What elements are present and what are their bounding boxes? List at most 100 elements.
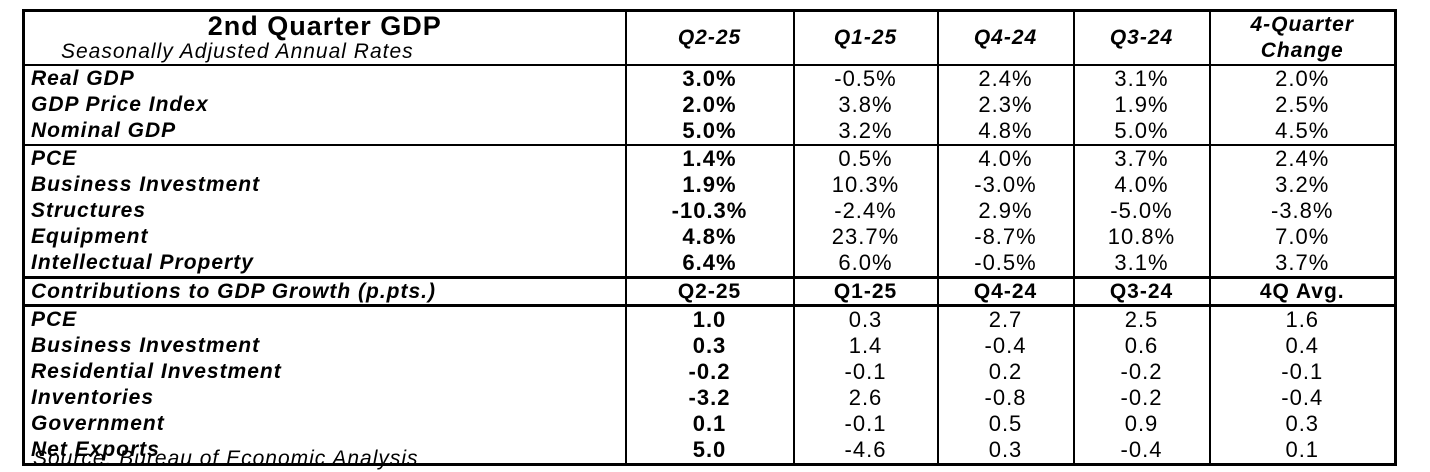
- table-header-row: 2nd Quarter GDP Seasonally Adjusted Annu…: [24, 10, 1396, 65]
- cell-value: -3.0%: [936, 172, 1074, 198]
- cell-value: 3.8%: [792, 92, 938, 118]
- cell-value: 0.4: [1208, 333, 1396, 359]
- table-row: PCE 1.0 0.3 2.7 2.5 1.6: [24, 305, 1396, 333]
- row-label: Intellectual Property: [31, 251, 254, 274]
- cell-value: 0.5: [936, 411, 1074, 437]
- table-row: Real GDP 3.0% -0.5% 2.4% 3.1% 2.0%: [23, 64, 1396, 92]
- table-row: GDP Price Index 2.0% 3.8% 2.3% 1.9% 2.5%: [24, 92, 1396, 118]
- table-row: PCE 1.4% 0.5% 4.0% 3.7% 2.4%: [23, 144, 1396, 172]
- cell-value: 0.3: [936, 437, 1074, 465]
- row-label: Nominal GDP: [31, 119, 177, 142]
- table-title: 2nd Quarter GDP: [207, 10, 442, 41]
- cell-value: 3.7%: [1072, 144, 1210, 172]
- table-subtitle: Seasonally Adjusted Annual Rates: [61, 39, 414, 63]
- column-header-q3-24: Q3-24: [1072, 10, 1210, 65]
- cell-value: 0.3: [1208, 411, 1396, 437]
- row-label: Government: [31, 412, 165, 435]
- cell-value: -0.5%: [792, 64, 938, 92]
- cell-value: -2.4%: [792, 198, 938, 224]
- contributions-header-label: Contributions to GDP Growth (p.pts.): [23, 276, 626, 307]
- cell-value: 1.9%: [624, 172, 794, 198]
- cell-value: 10.3%: [792, 172, 938, 198]
- cell-value: -3.2: [624, 385, 794, 411]
- cell-value: 3.1%: [1072, 64, 1210, 92]
- change-header-line1: 4-Quarter: [1250, 13, 1355, 36]
- column-header-4q-change: 4-Quarter Change: [1208, 10, 1396, 65]
- cell-value: 4.0%: [1072, 172, 1210, 198]
- source-note: Source: Bureau of Economic Analysis: [33, 447, 419, 470]
- cell-value: 6.0%: [792, 250, 938, 278]
- row-label: Inventories: [31, 386, 155, 409]
- column-header-q2-25: Q2-25: [624, 10, 794, 65]
- row-label: Equipment: [31, 225, 149, 248]
- row-label: PCE: [23, 144, 626, 172]
- cell-value: 3.0%: [624, 64, 794, 92]
- row-label: Residential Investment: [31, 360, 282, 383]
- cell-value: -0.4: [1208, 385, 1396, 411]
- cell-value: 3.2%: [1208, 172, 1396, 198]
- cell-value: 2.4%: [936, 64, 1074, 92]
- cell-value: -0.1: [792, 411, 938, 437]
- cell-value: 10.8%: [1072, 224, 1210, 250]
- table-row: Structures -10.3% -2.4% 2.9% -5.0% -3.8%: [24, 198, 1396, 224]
- column-header-q4-24: Q4-24: [936, 10, 1074, 65]
- cell-value: 7.0%: [1208, 224, 1396, 250]
- cell-value: 0.6: [1072, 333, 1210, 359]
- cell-value: 2.9%: [936, 198, 1074, 224]
- cell-value: 1.4%: [624, 144, 794, 172]
- cell-value: -3.8%: [1208, 198, 1396, 224]
- contrib-column-header: Q1-25: [792, 276, 938, 307]
- cell-value: 4.5%: [1208, 118, 1396, 145]
- table-row: Government 0.1 -0.1 0.5 0.9 0.3: [24, 411, 1396, 437]
- cell-value: 23.7%: [792, 224, 938, 250]
- cell-value: -8.7%: [936, 224, 1074, 250]
- table-row: Residential Investment -0.2 -0.1 0.2 -0.…: [24, 359, 1396, 385]
- cell-value: 2.5%: [1208, 92, 1396, 118]
- cell-value: 4.8%: [624, 224, 794, 250]
- cell-value: -0.5%: [936, 250, 1074, 278]
- cell-value: -5.0%: [1072, 198, 1210, 224]
- column-header-q1-25: Q1-25: [792, 10, 938, 65]
- row-label: GDP Price Index: [31, 93, 209, 116]
- cell-value: -0.1: [1208, 359, 1396, 385]
- contrib-column-header: Q4-24: [936, 276, 1074, 307]
- cell-value: -0.4: [1072, 437, 1210, 465]
- gdp-summary-table: 2nd Quarter GDP Seasonally Adjusted Annu…: [22, 9, 1397, 466]
- cell-value: 1.6: [1208, 305, 1396, 333]
- contrib-column-header: Q3-24: [1072, 276, 1210, 307]
- cell-value: 1.0: [624, 305, 794, 333]
- contributions-header-row: Contributions to GDP Growth (p.pts.) Q2-…: [23, 276, 1396, 307]
- cell-value: -0.1: [792, 359, 938, 385]
- table-row: Equipment 4.8% 23.7% -8.7% 10.8% 7.0%: [24, 224, 1396, 250]
- cell-value: 0.1: [624, 411, 794, 437]
- table-row: Nominal GDP 5.0% 3.2% 4.8% 5.0% 4.5%: [24, 118, 1396, 145]
- row-label: Business Investment: [31, 334, 261, 357]
- change-header-line2: Change: [1260, 39, 1344, 62]
- cell-value: 4.8%: [936, 118, 1074, 145]
- cell-value: 1.4: [792, 333, 938, 359]
- cell-value: -10.3%: [624, 198, 794, 224]
- cell-value: 3.1%: [1072, 250, 1210, 278]
- cell-value: 1.9%: [1072, 92, 1210, 118]
- cell-value: -0.2: [1072, 359, 1210, 385]
- cell-value: 2.3%: [936, 92, 1074, 118]
- cell-value: 6.4%: [624, 250, 794, 278]
- table-row: Business Investment 1.9% 10.3% -3.0% 4.0…: [24, 172, 1396, 198]
- cell-value: 2.6: [792, 385, 938, 411]
- cell-value: 4.0%: [936, 144, 1074, 172]
- cell-value: 2.4%: [1208, 144, 1396, 172]
- cell-value: 0.5%: [792, 144, 938, 172]
- cell-value: 2.0%: [624, 92, 794, 118]
- cell-value: 0.1: [1208, 437, 1396, 465]
- row-label: PCE: [31, 308, 78, 331]
- cell-value: 2.5: [1072, 305, 1210, 333]
- row-label: Net Exports: [31, 438, 160, 461]
- cell-value: 5.0%: [624, 118, 794, 145]
- cell-value: 2.0%: [1208, 64, 1396, 92]
- table-row: Intellectual Property 6.4% 6.0% -0.5% 3.…: [24, 250, 1396, 278]
- cell-value: -0.2: [624, 359, 794, 385]
- table-row: Net Exports 5.0 -4.6 0.3 -0.4 0.1: [24, 437, 1396, 465]
- row-label: Structures: [31, 199, 147, 222]
- table-row: Business Investment 0.3 1.4 -0.4 0.6 0.4: [24, 333, 1396, 359]
- cell-value: -0.2: [1072, 385, 1210, 411]
